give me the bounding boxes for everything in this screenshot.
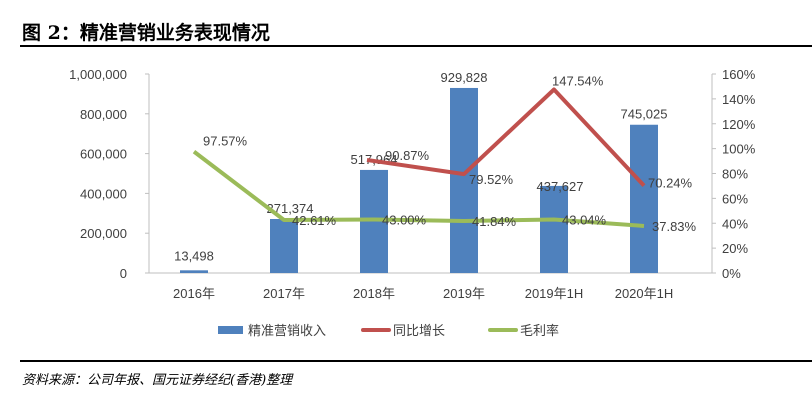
bar bbox=[270, 218, 298, 273]
bar-value-label: 437,627 bbox=[537, 179, 584, 194]
legend-label: 毛利率 bbox=[520, 323, 559, 338]
line-value-label: 79.52% bbox=[469, 172, 514, 187]
right-tick-label: 60% bbox=[722, 191, 748, 206]
right-tick-label: 40% bbox=[722, 216, 748, 231]
figure-title: 图 2：精准营销业务表现情况 bbox=[22, 22, 270, 44]
right-tick-label: 140% bbox=[722, 92, 756, 107]
line-value-label: 43.04% bbox=[562, 212, 607, 227]
legend-swatch bbox=[218, 326, 243, 334]
bar bbox=[630, 124, 658, 274]
line-value-label: 42.61% bbox=[292, 213, 337, 228]
line-value-label: 147.54% bbox=[552, 73, 604, 88]
left-tick-label: 400,000 bbox=[80, 186, 127, 201]
x-tick-label: 2017年 bbox=[263, 286, 305, 301]
x-tick-label: 2019年 bbox=[443, 286, 485, 301]
left-tick-label: 800,000 bbox=[80, 107, 127, 122]
series-line-gross-margin bbox=[192, 150, 645, 228]
x-tick-label: 2020年1H bbox=[615, 286, 674, 301]
x-tick-label: 2018年 bbox=[353, 286, 395, 301]
x-tick-label: 2019年1H bbox=[525, 286, 584, 301]
legend-label: 同比增长 bbox=[393, 323, 445, 338]
bar-value-label: 929,828 bbox=[441, 70, 488, 85]
top-rule bbox=[20, 45, 812, 47]
x-tick-label: 2016年 bbox=[173, 286, 215, 301]
legend-label: 精准营销收入 bbox=[248, 323, 326, 338]
bar bbox=[540, 185, 568, 273]
line-value-label: 43.00% bbox=[382, 213, 427, 228]
line-value-label: 90.87% bbox=[385, 148, 430, 163]
line-value-label: 37.83% bbox=[652, 219, 697, 234]
right-tick-label: 160% bbox=[722, 67, 756, 82]
bar-value-label: 745,025 bbox=[621, 107, 668, 122]
right-tick-label: 0% bbox=[722, 266, 741, 281]
right-tick-label: 80% bbox=[722, 167, 748, 182]
left-tick-label: 1,000,000 bbox=[69, 67, 127, 82]
series-line-yoy-growth bbox=[366, 87, 646, 188]
bar bbox=[180, 270, 208, 273]
left-tick-label: 200,000 bbox=[80, 226, 127, 241]
right-tick-label: 100% bbox=[722, 142, 756, 157]
source-note: 资料来源：公司年报、国元证券经纪(香港)整理 bbox=[22, 373, 293, 388]
bar-value-label: 13,498 bbox=[174, 248, 214, 263]
bottom-rule bbox=[20, 360, 812, 362]
line-value-label: 97.57% bbox=[203, 134, 248, 149]
right-tick-label: 20% bbox=[722, 241, 748, 256]
bar-value-label: 271,374 bbox=[267, 201, 314, 216]
line-value-label: 70.24% bbox=[648, 176, 693, 191]
bar bbox=[450, 87, 478, 273]
left-tick-label: 0 bbox=[120, 266, 127, 281]
right-tick-label: 120% bbox=[722, 117, 756, 132]
line-value-label: 41.84% bbox=[472, 214, 517, 229]
left-tick-label: 600,000 bbox=[80, 147, 127, 162]
